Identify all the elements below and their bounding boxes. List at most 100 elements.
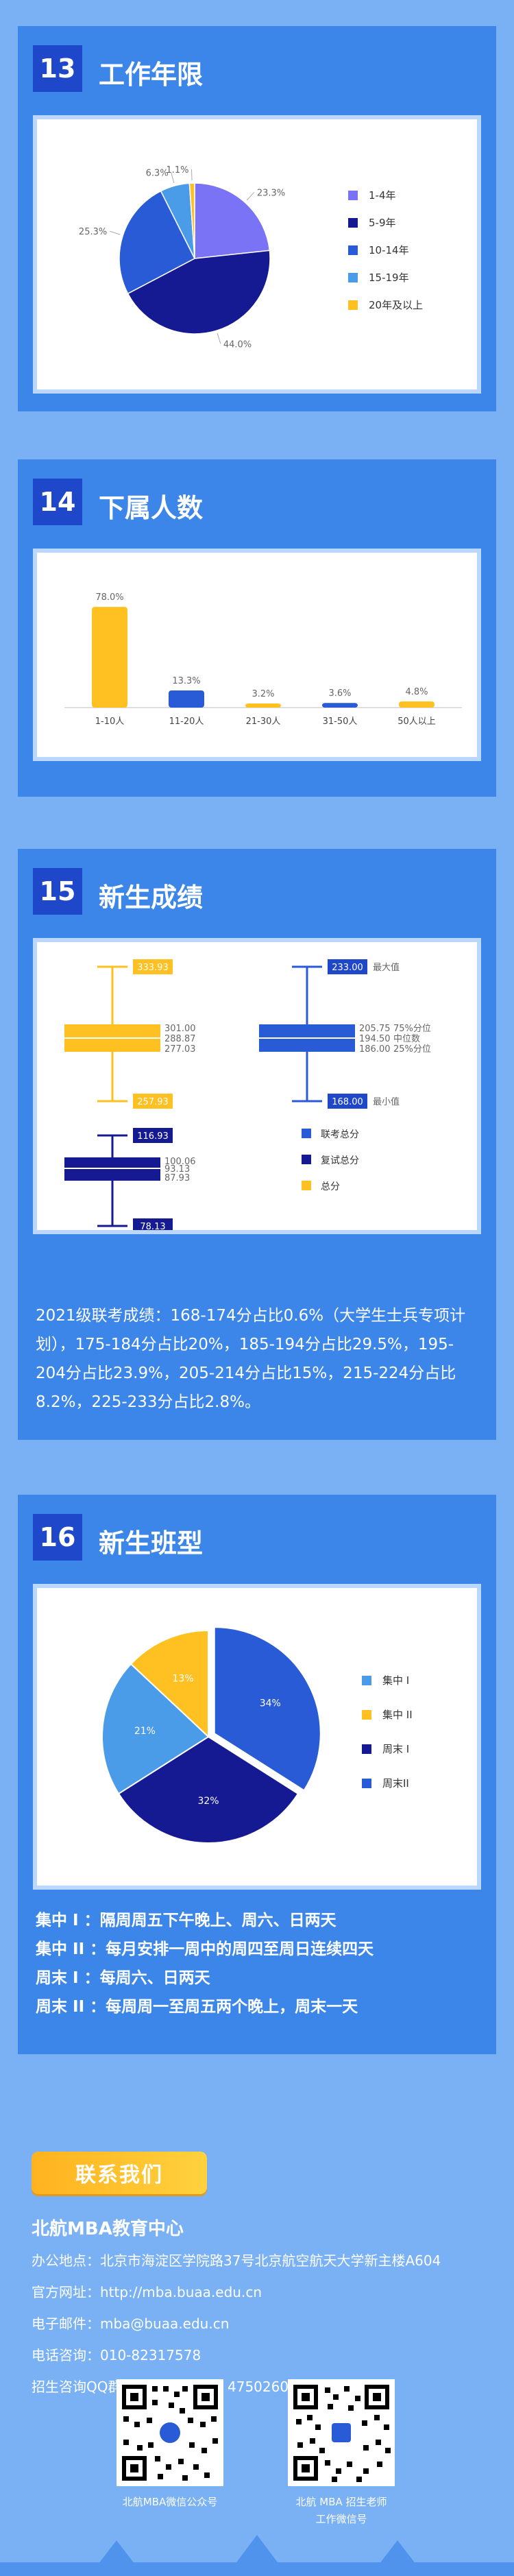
legend-swatch — [302, 1155, 311, 1164]
legend-label: 复试总分 — [321, 1155, 359, 1166]
contact-email[interactable]: 电子邮件：mba@buaa.edu.cn — [32, 2315, 230, 2332]
qr-block-teacher: 北航 MBA 招生老师 工作微信号 — [288, 2379, 397, 2526]
legend-swatch — [348, 300, 358, 310]
leader-line — [246, 191, 255, 201]
pie-value-label: 21% — [134, 1726, 156, 1737]
legend-label: 集中 II — [382, 1709, 413, 1721]
pie-value-label: 23.3% — [257, 188, 285, 198]
scores-chart-card: 333.93 257.93 301.00 288.87 277.03 233.00 168.… — [33, 938, 481, 1234]
bar-4 — [399, 701, 435, 708]
legend-item: 20年及以上 — [348, 298, 423, 312]
pie-slice-2 — [117, 1735, 299, 1844]
legend-label: 10-14年 — [369, 244, 409, 256]
contact-button[interactable]: 联系我们 — [32, 2152, 207, 2194]
legend-item: 集中 II — [362, 1707, 413, 1722]
section-title: 工作年限 — [99, 60, 204, 90]
subordinates-chart-card: 78.0% 1-10人 13.3% 11-20人 3.2% 21-30人 3.6% 31-50… — [33, 549, 481, 761]
q3-value: 301.00 — [164, 1024, 196, 1034]
contact-button-label: 联系我们 — [75, 2163, 163, 2187]
bar-2 — [245, 703, 281, 708]
bar-value-label: 4.8% — [405, 687, 428, 697]
bar-category-label: 50人以上 — [397, 717, 436, 727]
section-number: 16 — [33, 1514, 82, 1561]
class-note: 周末 I ：每周六、日两天 — [36, 1969, 210, 1987]
section-title: 下属人数 — [99, 493, 204, 523]
pie-value-label: 13% — [173, 1674, 194, 1685]
max-value: 116.93 — [137, 1131, 169, 1142]
max-value: 233.00 — [332, 963, 363, 973]
section-number: 15 — [33, 868, 82, 915]
legend-item: 5-9年 — [348, 215, 396, 230]
qr-caption: 北航MBA微信公众号 — [122, 2496, 218, 2508]
legend-label: 1-4年 — [369, 189, 396, 202]
section-13-panel: 13 工作年限 23.3% 44.0% 25.3% 6.3% 1.1% 1-4年 5-9年… — [18, 26, 496, 411]
work-years-chart-card: 23.3% 44.0% 25.3% 6.3% 1.1% 1-4年 5-9年 10-14年 15… — [33, 115, 481, 394]
pie-value-label: 44.0% — [223, 339, 252, 350]
legend-label: 集中 I — [382, 1674, 410, 1687]
legend-swatch — [362, 1709, 371, 1720]
legend-swatch — [362, 1778, 371, 1788]
pie-value-label: 6.3% — [146, 169, 169, 179]
pie-slice-1 — [127, 250, 271, 335]
contact-section: 联系我们 北航MBA教育中心 办公地点：北京市海淀区学院路37号北京航空航天大学… — [0, 2098, 514, 2576]
pie-slice-0 — [194, 182, 271, 259]
legend-item: 10-14年 — [348, 243, 409, 257]
q3-value: 205.75 — [359, 1024, 391, 1034]
bar-category-label: 21-30人 — [246, 717, 281, 727]
legend-label: 联考总分 — [321, 1129, 359, 1140]
pie-slice-3 — [213, 1626, 321, 1792]
median-caption: 中位数 — [393, 1034, 420, 1044]
pie-value-label: 25.3% — [79, 227, 107, 237]
section-15-panel: 15 新生成绩 333.93 257.93 301.00 288.87 277.03 23… — [18, 849, 496, 1440]
min-tag — [133, 1218, 173, 1230]
legend-label: 20年及以上 — [369, 299, 424, 311]
legend-item: 周末 I — [362, 1742, 409, 1756]
class-type-notes: 集中 I ：隔周周五下午晚上、周六、日两天 集中 II ：每月安排一周中的周四至… — [36, 1906, 481, 2021]
legend-label: 周末 I — [382, 1743, 410, 1755]
qr-caption-2: 工作微信号 — [315, 2513, 367, 2525]
legend-swatch — [348, 245, 358, 255]
subordinates-bar-chart: 78.0% 1-10人 13.3% 11-20人 3.2% 21-30人 3.6% 31-50… — [64, 592, 462, 727]
q3-caption: 75%分位 — [393, 1024, 431, 1034]
section-number: 14 — [33, 479, 82, 525]
min-tag — [328, 1094, 367, 1109]
pie-slice-1 — [130, 1629, 209, 1739]
work-years-pie-chart: 23.3% 44.0% 25.3% 6.3%1.1% — [79, 165, 285, 350]
contact-website[interactable]: 官方网址：http://mba.buaa.edu.cn — [32, 2284, 262, 2300]
max-tag — [133, 959, 173, 974]
section-title: 新生成绩 — [99, 882, 204, 913]
pie-value-label: 1.1% — [166, 165, 188, 176]
contact-lines: 办公地点：北京市海淀区学院路37号北京航空航天大学新主楼A604 官方网址：ht… — [32, 2245, 504, 2403]
max-caption: 最大值 — [373, 962, 400, 973]
class-note: 周末 II ：每周周一至周五两个晚上，周末一天 — [36, 1998, 358, 2016]
legend-label: 总分 — [321, 1181, 340, 1192]
bar-value-label: 78.0% — [95, 592, 123, 603]
bar-category-label: 1-10人 — [95, 717, 125, 727]
section-number: 13 — [33, 45, 82, 92]
bar-category-label: 31-50人 — [323, 717, 358, 727]
q1-value: 186.00 — [359, 1044, 391, 1055]
legend-label: 5-9年 — [369, 217, 396, 229]
bar-3 — [322, 703, 358, 708]
q3-value: 100.06 — [164, 1157, 196, 1167]
legend-swatch — [362, 1675, 371, 1685]
qr-block-official: 北航MBA微信公众号 — [117, 2379, 226, 2509]
min-value: 257.93 — [137, 1097, 169, 1107]
bar-1 — [169, 690, 204, 708]
pie-value-label: 32% — [197, 1796, 219, 1807]
class-type-pie-chart: 13% 34% 32% 21% — [101, 1626, 321, 1844]
legend-swatch — [348, 272, 358, 282]
min-value: 78.13 — [140, 1222, 165, 1230]
section-14-panel: 14 下属人数 78.0% 1-10人 13.3% 11-20人 3.2% 21-30人 3… — [18, 459, 496, 797]
leader-line — [217, 333, 221, 344]
class-note: 集中 II ：每月安排一周中的周四至周日连续四天 — [36, 1940, 374, 1958]
legend-label: 15-19年 — [369, 272, 409, 284]
median-value: 194.50 — [359, 1034, 391, 1044]
min-caption: 最小值 — [373, 1096, 400, 1107]
median-value: 288.87 — [164, 1034, 196, 1044]
legend-swatch — [362, 1744, 371, 1754]
qr-code-image — [117, 2379, 223, 2486]
median-value: 93.13 — [164, 1164, 190, 1175]
legend-swatch — [302, 1129, 311, 1138]
